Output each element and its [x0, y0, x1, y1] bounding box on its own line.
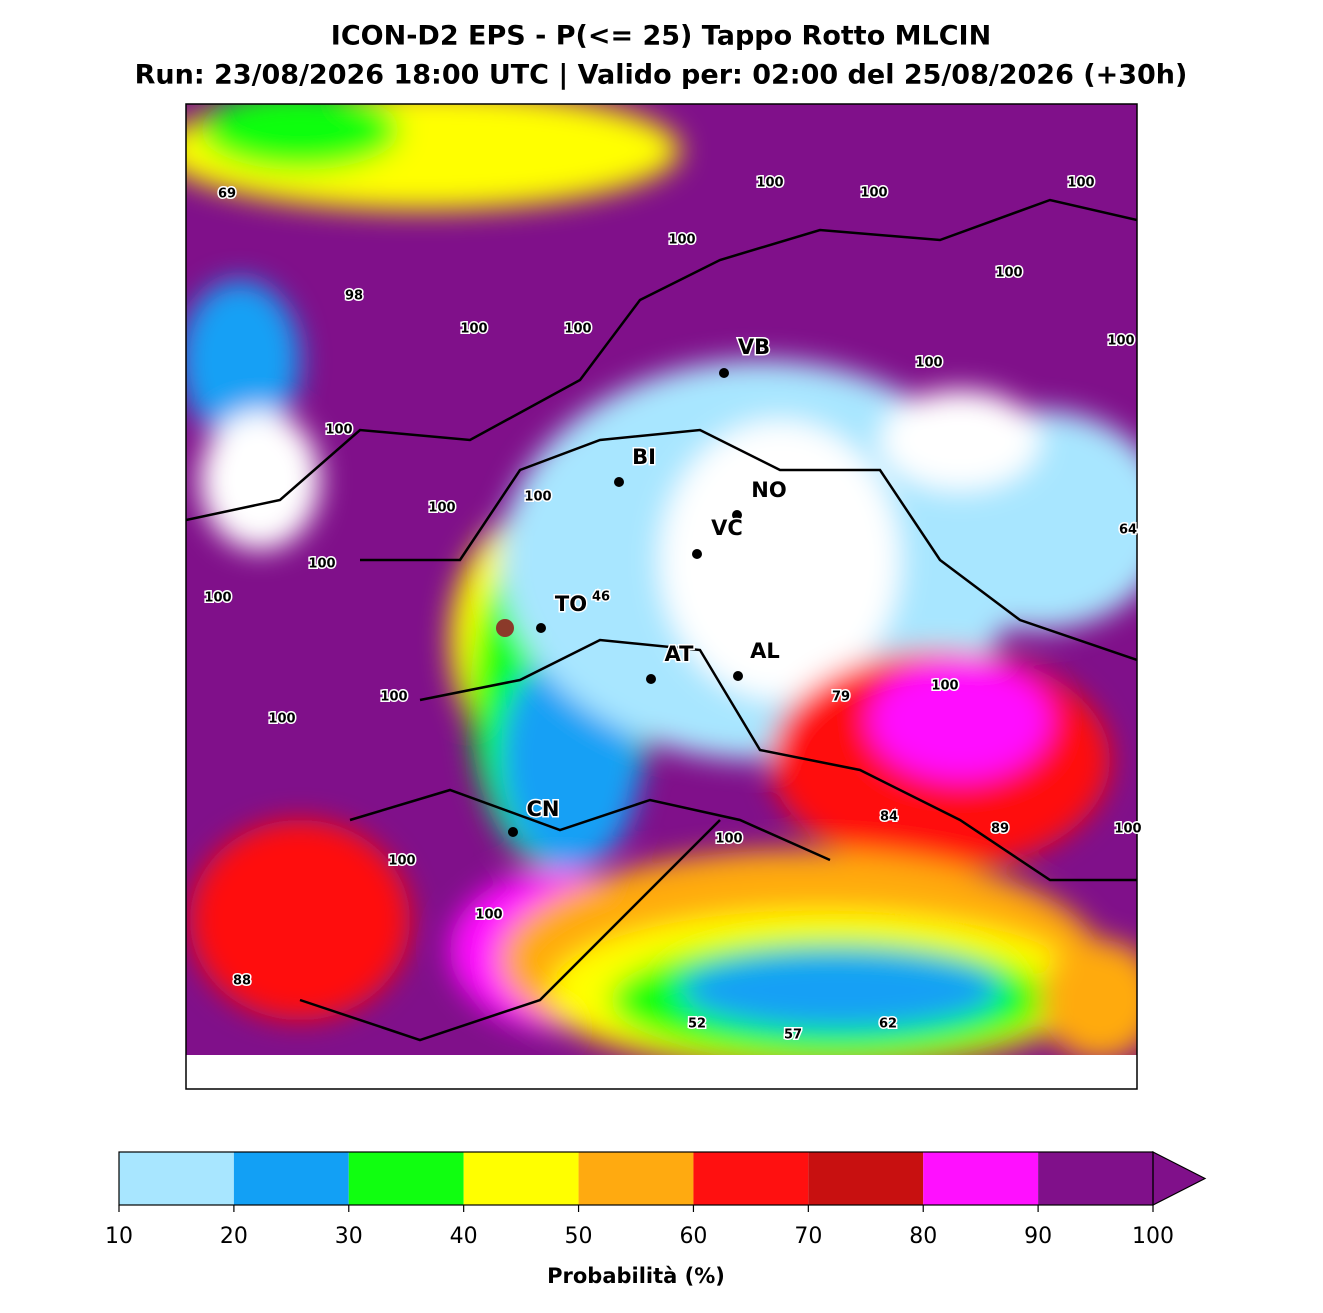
colorbar-tick-label: 20: [220, 1224, 248, 1249]
value-label: 100: [428, 501, 455, 516]
value-label: 100: [325, 423, 352, 438]
city-dot: [692, 549, 702, 559]
colorbar-tick-label: 80: [909, 1224, 937, 1249]
city-label: BI: [632, 445, 656, 469]
colorbar-frame: [118, 1151, 1154, 1206]
colorbar-segment: [578, 1152, 694, 1205]
value-label: 100: [1067, 176, 1094, 191]
colorbar-tick-label: 60: [679, 1224, 707, 1249]
city-label: VC: [711, 516, 743, 540]
value-label: 100: [915, 356, 942, 371]
value-label: 62: [879, 1017, 897, 1032]
value-label: 84: [880, 810, 898, 825]
subtitle: Run: 23/08/2026 18:00 UTC | Valido per: …: [135, 60, 1188, 91]
colorbar-tick-label: 30: [335, 1224, 363, 1249]
city-dot: [733, 671, 743, 681]
city-label: VB: [738, 335, 770, 359]
title: ICON-D2 EPS - P(<= 25) Tappo Rotto MLCIN: [331, 21, 991, 52]
colorbar-tick-label: 90: [1024, 1224, 1052, 1249]
colorbar-segment: [119, 1152, 234, 1205]
value-label: 100: [268, 712, 295, 727]
city-dot: [732, 510, 742, 520]
value-label: 100: [204, 591, 231, 606]
value-label: 100: [1114, 822, 1141, 837]
colorbar-segment: [348, 1152, 464, 1205]
value-label: 100: [380, 690, 407, 705]
value-label: 100: [475, 908, 502, 923]
city-dot: [646, 674, 656, 684]
value-label: 89: [991, 822, 1009, 837]
city-label: NO: [751, 478, 786, 502]
city-label: TO: [555, 592, 587, 616]
colorbar-segment: [463, 1152, 579, 1205]
value-label: 46: [592, 590, 610, 605]
city-dot: [719, 368, 729, 378]
value-label: 100: [931, 679, 958, 694]
value-label: 98: [345, 289, 363, 304]
colorbar-tick-label: 50: [565, 1224, 593, 1249]
value-label: 100: [460, 322, 487, 337]
value-label: 100: [995, 266, 1022, 281]
colorbar-segment: [693, 1152, 809, 1205]
colorbar-segment: [923, 1152, 1039, 1205]
value-label: 52: [688, 1017, 706, 1032]
city-dot: [614, 477, 624, 487]
colorbar-segment: [233, 1152, 349, 1205]
city-label: CN: [527, 797, 560, 821]
colorbar-tick-label: 10: [105, 1224, 133, 1249]
city-dot: [508, 827, 518, 837]
value-label: 100: [756, 176, 783, 191]
colorbar-label: Probabilità (%): [547, 1264, 725, 1288]
value-label: 100: [715, 832, 742, 847]
value-label: 100: [524, 490, 551, 505]
value-label: 64: [1119, 523, 1137, 538]
colorbar-extend: [1152, 1151, 1207, 1206]
map-field: [186, 104, 1137, 1089]
location-marker: [496, 619, 514, 637]
value-label: 100: [1107, 334, 1134, 349]
map-frame: [185, 103, 1138, 1090]
colorbar-segment: [1038, 1152, 1153, 1205]
value-label: 100: [308, 557, 335, 572]
value-label: 100: [860, 186, 887, 201]
colorbar-segment: [808, 1152, 924, 1205]
city-label: AT: [665, 642, 695, 666]
value-label: 57: [784, 1028, 802, 1043]
value-label: 88: [233, 974, 251, 989]
colorbar-tick-label: 70: [794, 1224, 822, 1249]
value-label: 100: [564, 322, 591, 337]
city-label: AL: [750, 639, 780, 663]
colorbar-tick-label: 100: [1132, 1224, 1174, 1249]
value-label: 79: [832, 690, 850, 705]
value-label: 100: [668, 233, 695, 248]
city-dot: [536, 623, 546, 633]
colorbar-tick-label: 40: [450, 1224, 478, 1249]
value-label: 69: [218, 187, 236, 202]
value-label: 100: [388, 854, 415, 869]
